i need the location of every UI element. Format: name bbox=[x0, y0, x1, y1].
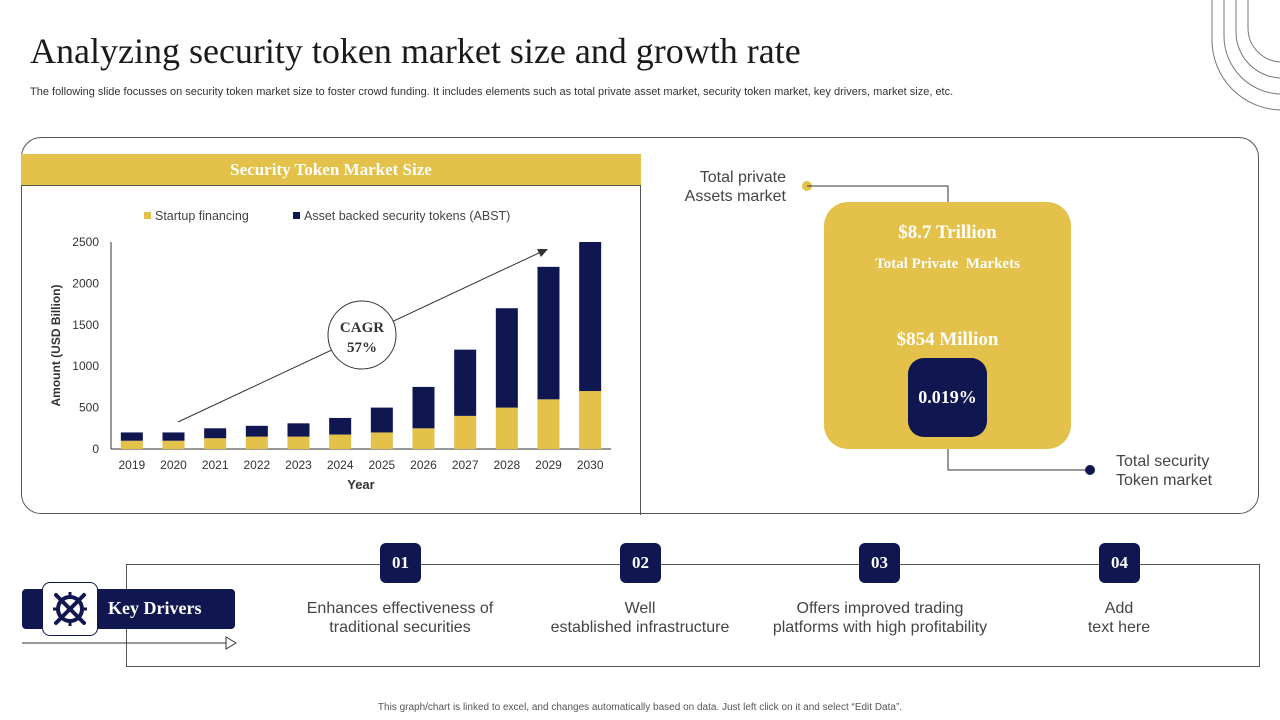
bar-startup-2027 bbox=[454, 415, 477, 449]
x-tick-label: 2022 bbox=[243, 458, 270, 472]
driver-text-4-line1: Add bbox=[1104, 600, 1134, 617]
y-tick-label: 2000 bbox=[72, 276, 99, 290]
bar-abst-2021 bbox=[204, 428, 227, 439]
driver-text-3-line1: Offers improved trading bbox=[796, 600, 964, 617]
tools-icon bbox=[42, 582, 98, 636]
bar-startup-2030 bbox=[579, 391, 602, 449]
driver-text-3: Offers improved trading platforms with h… bbox=[760, 599, 1000, 637]
bar-abst-2026 bbox=[412, 386, 435, 429]
x-tick-label: 2024 bbox=[327, 458, 354, 472]
driver-text-2: Well established infrastructure bbox=[520, 599, 760, 637]
driver-text-4: Add text here bbox=[999, 599, 1239, 637]
bar-abst-2020 bbox=[162, 432, 185, 441]
driver-number-4: 04 bbox=[1099, 543, 1140, 583]
bar-startup-2023 bbox=[287, 436, 310, 449]
private-assets-label: Total private Assets market bbox=[660, 168, 786, 206]
bar-abst-2024 bbox=[329, 417, 352, 435]
bar-startup-2024 bbox=[329, 434, 352, 449]
x-tick-label: 2025 bbox=[368, 458, 395, 472]
x-tick-label: 2019 bbox=[118, 458, 145, 472]
y-tick-label: 500 bbox=[79, 401, 99, 415]
bar-abst-2027 bbox=[454, 349, 477, 416]
y-tick-label: 1500 bbox=[72, 318, 99, 332]
bar-abst-2029 bbox=[537, 266, 560, 400]
y-tick-label: 1000 bbox=[72, 359, 99, 373]
cagr-circle bbox=[327, 300, 397, 370]
bar-abst-2028 bbox=[495, 308, 518, 408]
bar-startup-2025 bbox=[370, 432, 393, 449]
chart-title: Security Token Market Size bbox=[21, 154, 641, 186]
x-tick-label: 2030 bbox=[577, 458, 604, 472]
token-label-line1: Total security bbox=[1116, 453, 1210, 470]
y-tick-label: 0 bbox=[92, 442, 99, 456]
token-market-value: $854 Million bbox=[896, 329, 999, 350]
driver-text-3-line2: platforms with high profitability bbox=[772, 619, 988, 636]
cagr-label: CAGR bbox=[340, 320, 384, 336]
x-tick-label: 2028 bbox=[493, 458, 520, 472]
callout-connectors bbox=[802, 181, 1095, 475]
driver-number-1: 01 bbox=[380, 543, 421, 583]
key-drivers-arrow bbox=[22, 636, 237, 650]
private-label-line1: Total private bbox=[699, 169, 786, 186]
driver-text-1-line1: Enhances effectiveness of bbox=[306, 600, 494, 617]
page-title: Analyzing security token market size and… bbox=[30, 31, 801, 71]
page-subtitle: The following slide focusses on security… bbox=[30, 86, 954, 98]
cagr-value: 57% bbox=[347, 340, 377, 356]
driver-text-2-line1: Well bbox=[624, 600, 656, 617]
x-tick-label: 2027 bbox=[452, 458, 479, 472]
market-size-chart[interactable]: 0 500 1000 1500 2000 2500 2019 2020 2021 2022 2023… bbox=[21, 187, 641, 507]
driver-number-3: 03 bbox=[859, 543, 900, 583]
private-markets-caption: Total Private Markets bbox=[875, 256, 1020, 272]
bar-abst-2023 bbox=[287, 423, 310, 437]
legend-swatch-startup bbox=[144, 212, 151, 219]
private-markets-value: $8.7 Trillion bbox=[898, 222, 997, 243]
driver-text-1-line2: traditional securities bbox=[329, 619, 471, 636]
bar-startup-2026 bbox=[412, 428, 435, 449]
token-share-badge: 0.019% bbox=[908, 358, 987, 437]
y-tick-label: 2500 bbox=[72, 235, 99, 249]
bar-abst-2030 bbox=[579, 242, 602, 392]
bar-startup-2019 bbox=[120, 440, 143, 449]
bar-abst-2022 bbox=[245, 425, 268, 437]
x-tick-label: 2021 bbox=[202, 458, 229, 472]
x-tick-label: 2029 bbox=[535, 458, 562, 472]
key-drivers-label: Key Drivers bbox=[108, 598, 202, 618]
driver-number-2: 02 bbox=[620, 543, 661, 583]
bar-abst-2025 bbox=[370, 407, 393, 433]
driver-text-4-line2: text here bbox=[1087, 619, 1151, 636]
token-market-label: Total security Token market bbox=[1116, 452, 1246, 490]
decorative-arcs bbox=[1211, 0, 1280, 111]
token-label-line2: Token market bbox=[1116, 472, 1213, 489]
legend-label-startup: Startup financing bbox=[155, 209, 249, 223]
legend-label-abst: Asset backed security tokens (ABST) bbox=[304, 209, 510, 223]
cagr-arrowhead bbox=[537, 249, 548, 257]
driver-text-1: Enhances effectiveness of traditional se… bbox=[280, 599, 520, 637]
bar-startup-2020 bbox=[162, 440, 185, 449]
y-axis-label: Amount (USD Billion) bbox=[49, 285, 63, 407]
x-tick-label: 2023 bbox=[285, 458, 312, 472]
token-marker-dot bbox=[1085, 465, 1095, 475]
bar-startup-2022 bbox=[245, 436, 268, 449]
x-axis-label: Year bbox=[347, 477, 374, 492]
x-tick-label: 2020 bbox=[160, 458, 187, 472]
bar-startup-2029 bbox=[537, 399, 560, 449]
bar-abst-2019 bbox=[120, 432, 143, 441]
footer-note: This graph/chart is linked to excel, and… bbox=[377, 702, 903, 713]
legend-swatch-abst bbox=[293, 212, 300, 219]
driver-text-2-line2: established infrastructure bbox=[550, 619, 730, 636]
bar-startup-2028 bbox=[495, 407, 518, 449]
bar-startup-2021 bbox=[204, 438, 227, 449]
private-label-line2: Assets market bbox=[684, 188, 786, 205]
x-tick-label: 2026 bbox=[410, 458, 437, 472]
